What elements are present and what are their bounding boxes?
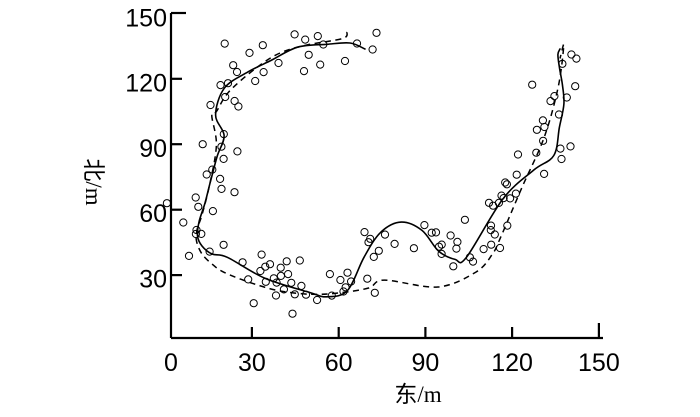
svg-text:120: 120	[491, 349, 533, 377]
svg-text:0: 0	[164, 349, 178, 377]
svg-text:90: 90	[139, 135, 167, 163]
svg-text:120: 120	[125, 70, 167, 98]
svg-text:北/m: 北/m	[81, 158, 107, 205]
svg-text:30: 30	[139, 266, 167, 294]
svg-text:150: 150	[125, 5, 167, 33]
svg-text:东/m: 东/m	[394, 381, 441, 407]
svg-text:60: 60	[325, 349, 353, 377]
svg-text:150: 150	[578, 349, 620, 377]
svg-text:60: 60	[139, 200, 167, 228]
svg-text:30: 30	[238, 349, 266, 377]
svg-text:90: 90	[411, 349, 439, 377]
